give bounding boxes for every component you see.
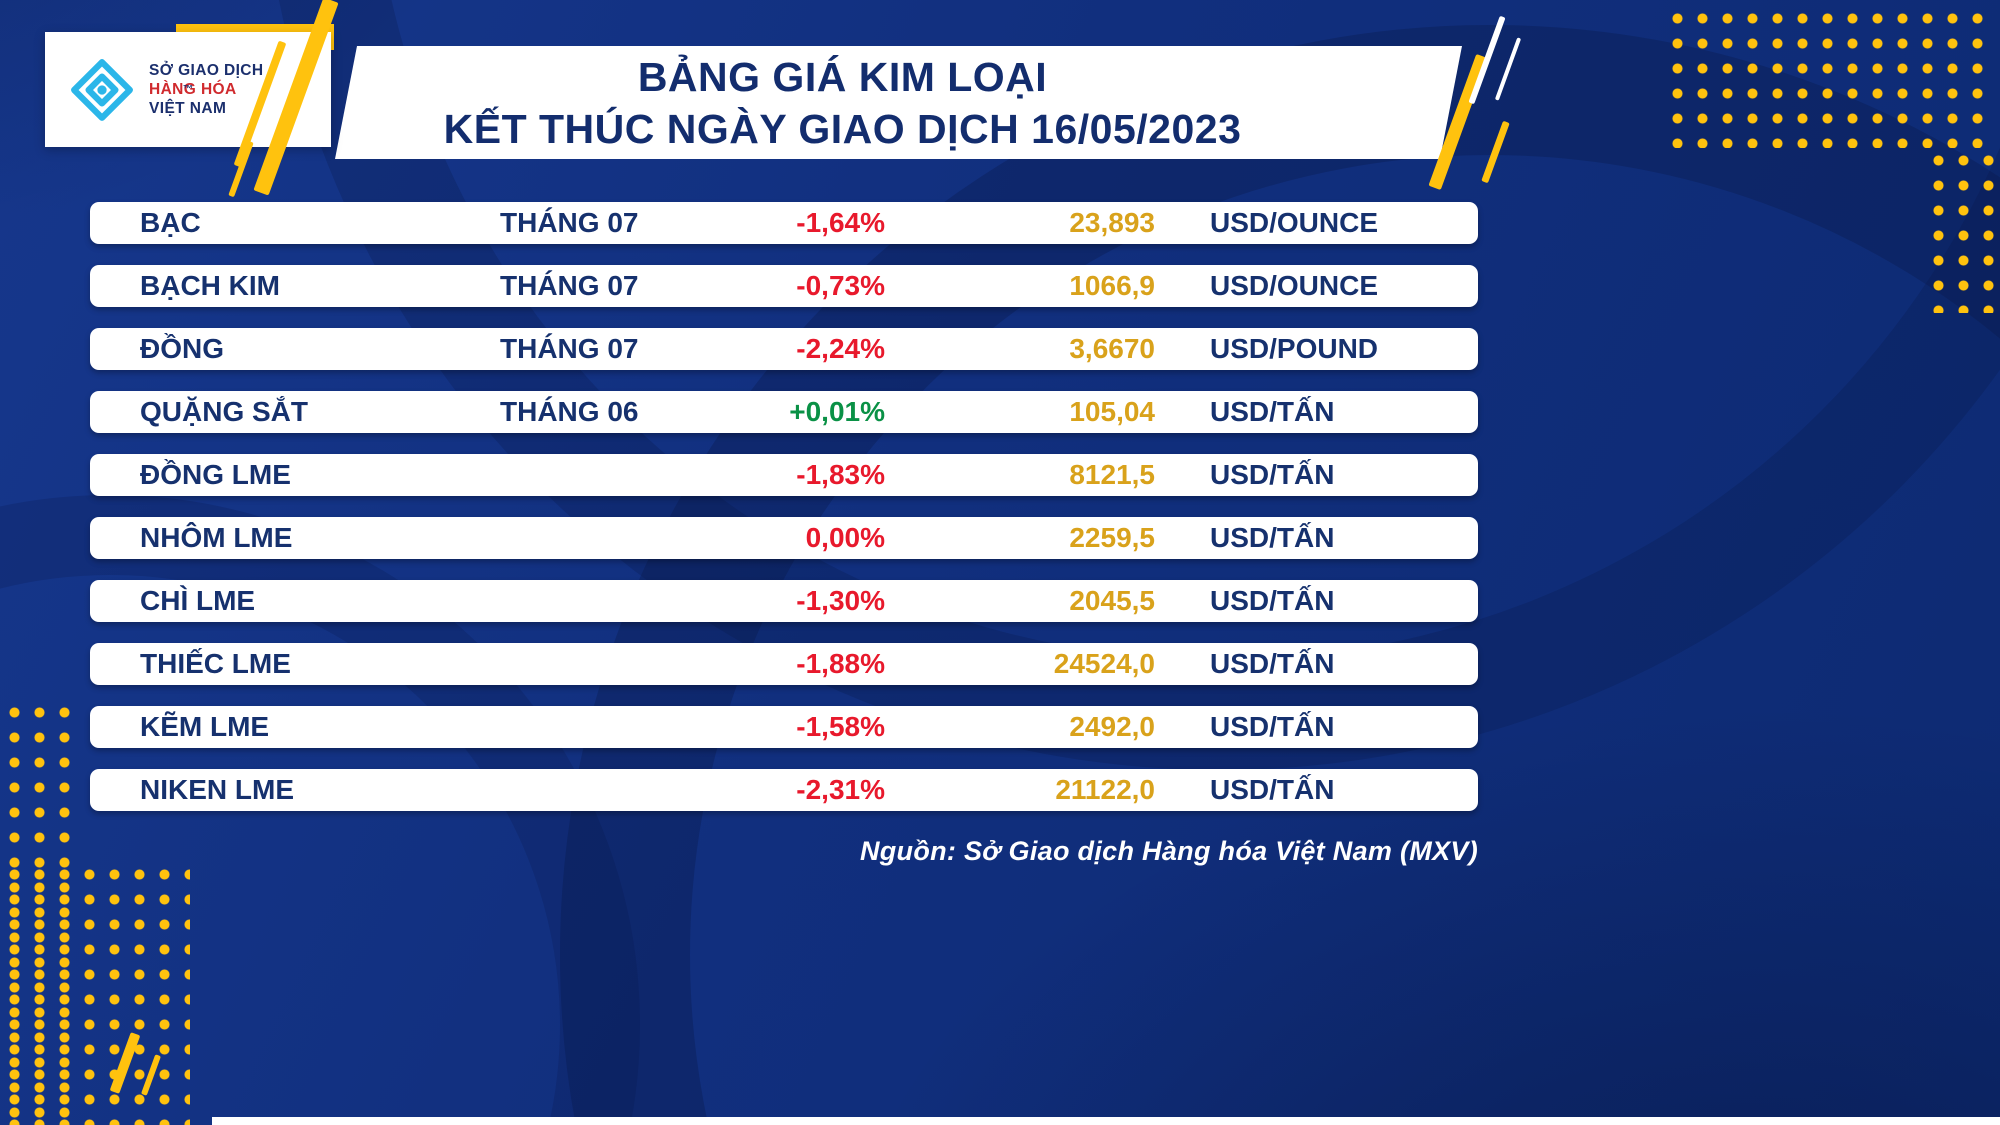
table-row: QUẶNG SẮT THÁNG 06 +0,01% 105,04 USD/TẤN xyxy=(90,391,1478,433)
price-value: 3,6670 xyxy=(1069,333,1155,364)
decor-dots-bottom-left xyxy=(2,862,190,1125)
price-unit: USD/TẤN xyxy=(1210,459,1335,490)
change-percent: 0,00% xyxy=(805,522,885,553)
change-percent: -1,64% xyxy=(796,207,885,238)
table-row: KẼM LME -1,58% 2492,0 USD/TẤN xyxy=(90,706,1478,748)
price-unit: USD/POUND xyxy=(1210,333,1379,364)
price-value: 2492,0 xyxy=(1069,711,1155,742)
change-percent: -2,31% xyxy=(796,774,885,805)
source-note: Nguồn: Sở Giao dịch Hàng hóa Việt Nam (M… xyxy=(859,836,1478,866)
board-title-line2: KẾT THÚC NGÀY GIAO DỊCH 16/05/2023 xyxy=(443,105,1242,152)
logo-text-line2: HÀNG HÓA xyxy=(149,81,237,98)
commodity-name: CHÌ LME xyxy=(140,585,256,616)
price-unit: USD/TẤN xyxy=(1210,522,1335,553)
commodity-name: ĐỒNG xyxy=(140,333,224,364)
price-value: 2259,5 xyxy=(1069,522,1155,553)
commodity-name: BẠCH KIM xyxy=(140,270,280,301)
commodity-name: QUẶNG SẮT xyxy=(140,396,308,427)
contract-month: THÁNG 07 xyxy=(500,207,639,238)
change-percent: +0,01% xyxy=(789,396,885,427)
commodity-name: NIKEN LME xyxy=(140,774,294,805)
decor-bottom-strip xyxy=(212,1117,2000,1125)
table-row: NIKEN LME -2,31% 21122,0 USD/TẤN xyxy=(90,769,1478,811)
price-unit: USD/TẤN xyxy=(1210,648,1335,679)
price-unit: USD/TẤN xyxy=(1210,711,1335,742)
commodity-name: BẠC xyxy=(140,207,201,238)
change-percent: -2,24% xyxy=(796,333,885,364)
commodity-name: ĐỒNG LME xyxy=(140,459,291,490)
change-percent: -1,30% xyxy=(796,585,885,616)
table-row: BẠCH KIM THÁNG 07 -0,73% 1066,9 USD/OUNC… xyxy=(90,265,1478,307)
contract-month: THÁNG 07 xyxy=(500,270,639,301)
price-unit: USD/TẤN xyxy=(1210,585,1335,616)
price-value: 8121,5 xyxy=(1069,459,1155,490)
title-band: BẢNG GIÁ KIM LOẠI KẾT THÚC NGÀY GIAO DỊC… xyxy=(335,46,1462,159)
table-row: ĐỒNG LME -1,83% 8121,5 USD/TẤN xyxy=(90,454,1478,496)
commodity-name: NHÔM LME xyxy=(140,522,293,553)
price-value: 1066,9 xyxy=(1069,270,1155,301)
trademark-symbol: ™ xyxy=(183,84,193,95)
board-title-line1: BẢNG GIÁ KIM LOẠI xyxy=(637,53,1048,100)
price-value: 105,04 xyxy=(1069,396,1155,427)
change-percent: -0,73% xyxy=(796,270,885,301)
table-row: NHÔM LME 0,00% 2259,5 USD/TẤN xyxy=(90,517,1478,559)
table-row: THIẾC LME -1,88% 24524,0 USD/TẤN xyxy=(90,643,1478,685)
price-unit: USD/OUNCE xyxy=(1210,270,1379,301)
change-percent: -1,88% xyxy=(796,648,885,679)
commodity-name: KẼM LME xyxy=(140,711,270,742)
price-unit: USD/TẤN xyxy=(1210,396,1335,427)
price-value: 2045,5 xyxy=(1069,585,1155,616)
change-percent: -1,83% xyxy=(796,459,885,490)
decor-dots-top-right xyxy=(1665,6,1997,148)
table-row: BẠC THÁNG 07 -1,64% 23,893 USD/OUNCE xyxy=(90,202,1478,244)
change-percent: -1,58% xyxy=(796,711,885,742)
decor-dots-right-edge xyxy=(1926,148,1998,313)
logo-text-line3: VIỆT NAM xyxy=(149,100,227,117)
logo-text-line1: SỞ GIAO DỊCH xyxy=(149,62,264,79)
price-unit: USD/TẤN xyxy=(1210,774,1335,805)
price-unit: USD/OUNCE xyxy=(1210,207,1379,238)
table-row: ĐỒNG THÁNG 07 -2,24% 3,6670 USD/POUND xyxy=(90,328,1478,370)
mxv-logo-icon xyxy=(71,58,133,121)
commodity-name: THIẾC LME xyxy=(140,648,291,679)
price-value: 24524,0 xyxy=(1053,648,1155,679)
contract-month: THÁNG 07 xyxy=(500,333,639,364)
price-value: 23,893 xyxy=(1069,207,1155,238)
price-value: 21122,0 xyxy=(1055,774,1155,805)
table-row: CHÌ LME -1,30% 2045,5 USD/TẤN xyxy=(90,580,1478,622)
contract-month: THÁNG 06 xyxy=(500,396,639,427)
mxv-logo-text: SỞ GIAO DỊCH HÀNG HÓA VIỆT NAM xyxy=(149,61,263,118)
price-table: BẠC THÁNG 07 -1,64% 23,893 USD/OUNCE BẠC… xyxy=(90,202,1478,832)
